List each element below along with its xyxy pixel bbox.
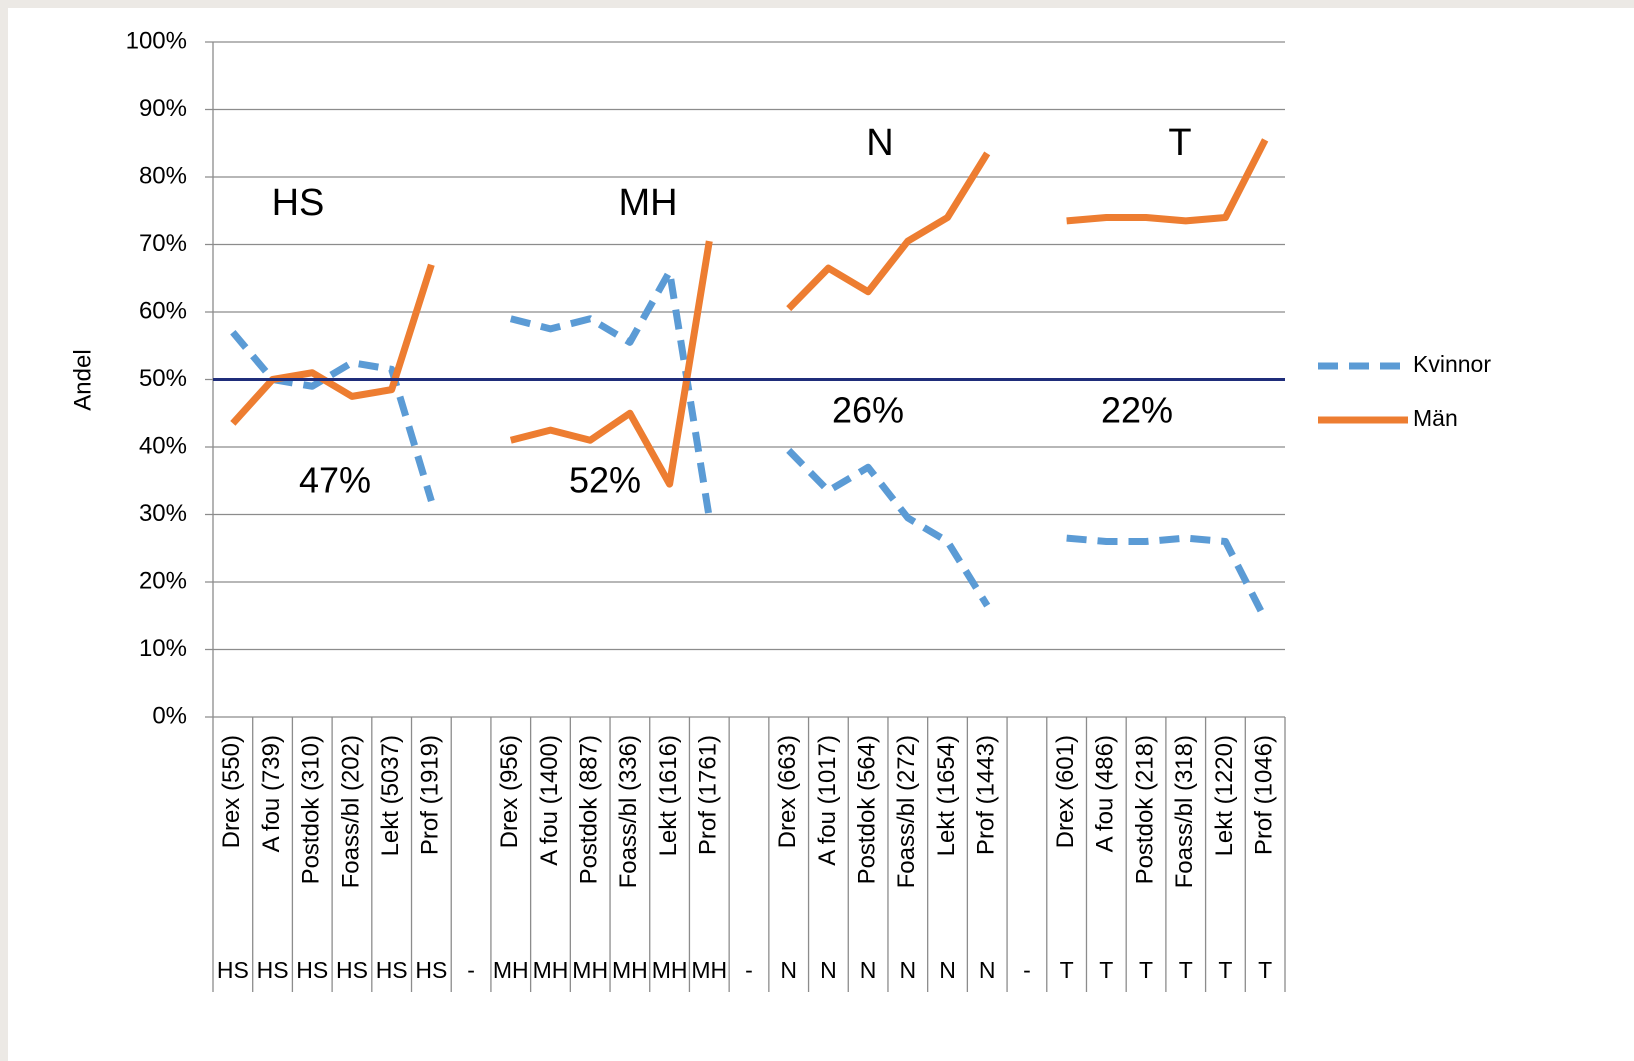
y-tick-label: 60%: [139, 297, 187, 324]
x-tick-label: Lekt (1654): [933, 735, 960, 856]
annotation: T: [1168, 122, 1191, 164]
y-tick-label: 40%: [139, 432, 187, 459]
x-tick-label: A fou (1017): [814, 735, 841, 866]
x-tick-label: Foass/bl (272): [893, 735, 920, 888]
x-tick-label: Drex (601): [1052, 735, 1079, 848]
group-label: N: [900, 957, 917, 983]
group-label: N: [939, 957, 956, 983]
x-tick-label: Postdok (564): [853, 735, 880, 884]
group-label: MH: [572, 957, 608, 983]
group-label: T: [1179, 957, 1193, 983]
group-label: HS: [296, 957, 328, 983]
x-tick-label: Prof (1443): [973, 735, 1000, 855]
group-label: MH: [612, 957, 648, 983]
x-tick-label: Drex (956): [496, 735, 523, 848]
x-tick-label: Lekt (5037): [377, 735, 404, 856]
annotation: 47%: [299, 460, 371, 501]
series-line: [230, 268, 1269, 621]
annotation: MH: [618, 182, 677, 224]
x-tick-label: Foass/bl (336): [615, 735, 642, 888]
y-tick-label: 100%: [126, 27, 187, 54]
x-tick-label: Drex (663): [774, 735, 801, 848]
y-tick-label: 0%: [152, 702, 187, 729]
group-label: N: [979, 957, 996, 983]
x-tick-label: A fou (486): [1092, 735, 1119, 852]
legend-label: Kvinnor: [1413, 351, 1491, 377]
group-label: MH: [691, 957, 727, 983]
group-label: HS: [257, 957, 289, 983]
group-label: -: [1023, 957, 1031, 983]
series-line: [230, 138, 1269, 488]
y-tick-label: 80%: [139, 162, 187, 189]
group-label: HS: [217, 957, 249, 983]
group-label: MH: [652, 957, 688, 983]
legend-label: Män: [1413, 405, 1458, 431]
annotation: N: [866, 122, 893, 164]
group-label: MH: [533, 957, 569, 983]
group-label: T: [1099, 957, 1113, 983]
y-axis-label: Andel: [69, 349, 96, 410]
x-tick-label: A fou (739): [258, 735, 285, 852]
x-tick-label: Prof (1919): [417, 735, 444, 855]
x-tick-label: Foass/bl (202): [337, 735, 364, 888]
x-tick-label: Postdok (218): [1131, 735, 1158, 884]
y-tick-label: 30%: [139, 500, 187, 527]
chart-background: [8, 8, 1634, 1061]
y-tick-label: 20%: [139, 567, 187, 594]
group-label: N: [780, 957, 797, 983]
y-tick-label: 50%: [139, 365, 187, 392]
group-label: T: [1218, 957, 1232, 983]
x-tick-label: Postdok (310): [298, 735, 325, 884]
annotation: HS: [272, 182, 325, 224]
group-label: HS: [376, 957, 408, 983]
x-tick-label: Prof (1046): [1250, 735, 1277, 855]
annotation: 52%: [569, 460, 641, 501]
group-label: HS: [336, 957, 368, 983]
x-tick-label: Foass/bl (318): [1171, 735, 1198, 888]
group-label: N: [820, 957, 837, 983]
x-tick-label: Drex (550): [218, 735, 245, 848]
group-label: T: [1258, 957, 1272, 983]
group-label: T: [1139, 957, 1153, 983]
x-tick-label: Prof (1761): [695, 735, 722, 855]
y-tick-label: 90%: [139, 95, 187, 122]
group-label: -: [745, 957, 753, 983]
y-tick-label: 10%: [139, 635, 187, 662]
x-tick-label: Postdok (887): [576, 735, 603, 884]
x-tick-label: Lekt (1220): [1211, 735, 1238, 856]
y-tick-label: 70%: [139, 230, 187, 257]
x-tick-label: Lekt (1616): [655, 735, 682, 856]
group-label: -: [467, 957, 475, 983]
group-label: MH: [493, 957, 529, 983]
group-label: T: [1060, 957, 1074, 983]
x-tick-label: A fou (1400): [536, 735, 563, 866]
group-label: N: [860, 957, 877, 983]
group-label: HS: [415, 957, 447, 983]
annotation: 22%: [1101, 390, 1173, 431]
annotation: 26%: [832, 390, 904, 431]
